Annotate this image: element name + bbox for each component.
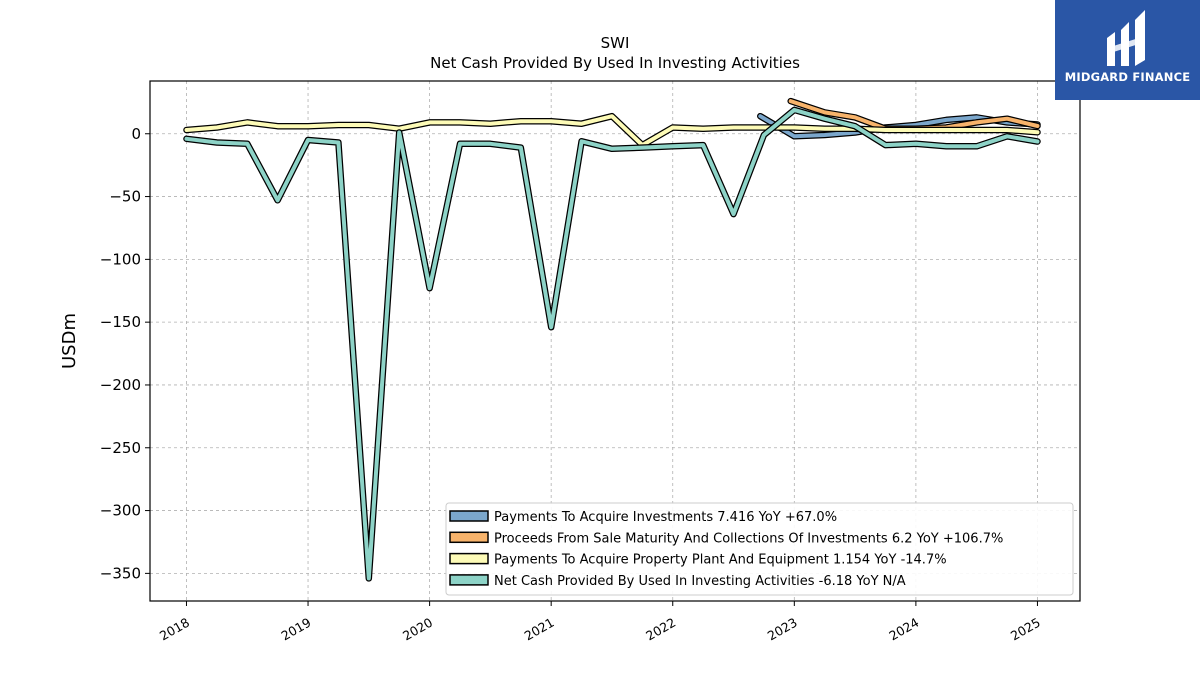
y-tick-label: −200 [100, 376, 141, 394]
y-tick-label: −150 [100, 313, 141, 331]
legend-label: Proceeds From Sale Maturity And Collecti… [494, 531, 1003, 546]
legend-swatch [449, 552, 489, 565]
series-layer [183, 97, 1041, 582]
chart-subtitle: Net Cash Provided By Used In Investing A… [430, 54, 800, 72]
series-line [184, 107, 1040, 581]
y-tick-label: −350 [100, 564, 141, 582]
y-tick-label: −50 [109, 188, 141, 206]
legend-swatch [449, 510, 489, 522]
x-tick-label: 2018 [157, 615, 192, 644]
x-axis: 2018 2019 2020 2021 2022 2023 2024 2025 [157, 601, 1043, 644]
series-line [184, 114, 1040, 148]
x-tick-label: 2024 [886, 615, 921, 644]
legend-swatch [449, 574, 489, 586]
y-tick-label: 0 [131, 125, 141, 143]
legend-box [445, 502, 1074, 596]
y-tick-label: −300 [100, 502, 141, 520]
series-3 [183, 106, 1041, 582]
x-tick-label: 2020 [400, 615, 435, 644]
y-tick-label: −100 [100, 250, 141, 268]
legend-label: Payments To Acquire Investments 7.416 Yo… [494, 510, 837, 525]
x-tick-label: 2019 [278, 615, 313, 644]
y-tick-label: −250 [100, 439, 141, 457]
brand-name: MIDGARD FINANCE [1064, 70, 1191, 84]
legend: Payments To Acquire Investments 7.416 Yo… [445, 502, 1074, 596]
x-tick-label: 2021 [522, 615, 557, 644]
legend-label: Net Cash Provided By Used In Investing A… [494, 574, 906, 589]
legend-label: Payments To Acquire Property Plant And E… [494, 553, 947, 568]
y-axis-label: USDm [59, 313, 80, 369]
series-2 [183, 112, 1041, 149]
legend-swatch [449, 531, 489, 544]
brand-logo: MIDGARD FINANCE [1055, 0, 1200, 100]
brand-mark-icon [1107, 10, 1145, 66]
x-tick-label: 2022 [643, 615, 678, 644]
x-tick-label: 2025 [1008, 615, 1043, 644]
x-tick-label: 2023 [765, 615, 800, 644]
y-axis: 0 −50 −100 −150 −200 −250 −300 −350 [100, 125, 150, 582]
plot-frame [149, 80, 1081, 602]
chart-title: SWI [601, 34, 630, 52]
